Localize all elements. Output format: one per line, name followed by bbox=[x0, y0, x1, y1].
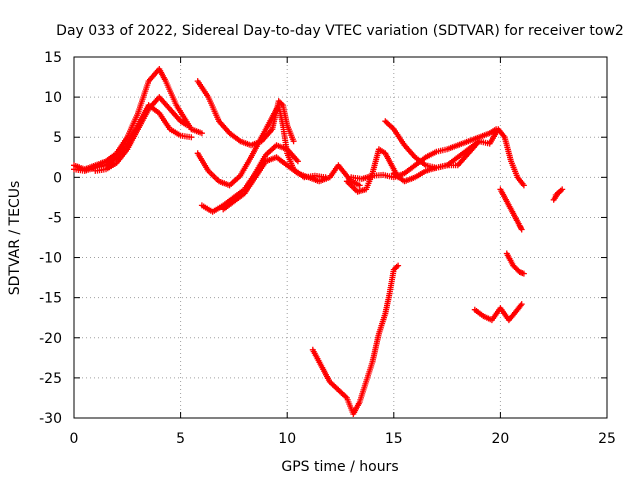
y-tick-label: -15 bbox=[39, 291, 62, 307]
series-sat-g bbox=[220, 154, 363, 213]
data-marker bbox=[194, 78, 297, 149]
x-tick-label: 25 bbox=[598, 431, 616, 447]
series-sat-c bbox=[92, 94, 190, 174]
x-tick-label: 5 bbox=[176, 431, 185, 447]
series-sat-h bbox=[343, 146, 402, 195]
data-marker bbox=[220, 154, 363, 213]
y-tick-label: -10 bbox=[39, 251, 62, 267]
x-tick-label: 0 bbox=[70, 431, 79, 447]
data-marker bbox=[348, 126, 500, 182]
grid bbox=[74, 57, 607, 418]
data-marker bbox=[471, 301, 525, 324]
series-sat-n bbox=[550, 186, 566, 203]
data-marker bbox=[343, 146, 402, 195]
y-tick-label: 10 bbox=[44, 90, 62, 106]
data-marker bbox=[497, 186, 525, 233]
data-marker bbox=[503, 250, 527, 277]
data-marker bbox=[390, 138, 483, 185]
data-marker bbox=[309, 262, 402, 417]
chart-title: Day 033 of 2022, Sidereal Day-to-day VTE… bbox=[56, 23, 624, 39]
series-sat-l bbox=[497, 186, 525, 233]
x-tick-label: 15 bbox=[385, 431, 403, 447]
y-tick-label: -30 bbox=[39, 411, 62, 427]
x-axis-label: GPS time / hours bbox=[281, 459, 398, 475]
series-sat-p bbox=[309, 262, 402, 417]
y-tick-label: 5 bbox=[53, 130, 62, 146]
y-tick-label: -25 bbox=[39, 371, 62, 387]
data-marker bbox=[382, 118, 527, 189]
data-points bbox=[71, 66, 566, 417]
data-marker bbox=[550, 186, 566, 203]
series-sat-d bbox=[194, 78, 297, 149]
y-tick-label: 0 bbox=[53, 170, 62, 186]
y-axis-label: SDTVAR / TECUs bbox=[7, 181, 23, 296]
series-sat-i bbox=[348, 126, 500, 182]
plot-frame bbox=[73, 56, 608, 419]
y-tick-label: 15 bbox=[44, 50, 62, 66]
x-tick-label: 10 bbox=[278, 431, 296, 447]
y-tick-label: -20 bbox=[39, 331, 62, 347]
series-sat-k bbox=[390, 138, 483, 185]
x-tick-label: 20 bbox=[491, 431, 509, 447]
axis-ticks: 0 5 10 15 20 25 -30 -25 -20 -15 -10 -5 0 5 10 15 bbox=[39, 50, 616, 447]
y-tick-label: -5 bbox=[48, 210, 62, 226]
series-sat-m bbox=[503, 250, 527, 277]
series-sat-j bbox=[382, 118, 527, 189]
data-marker bbox=[92, 94, 190, 174]
series-sat-o bbox=[471, 301, 525, 324]
